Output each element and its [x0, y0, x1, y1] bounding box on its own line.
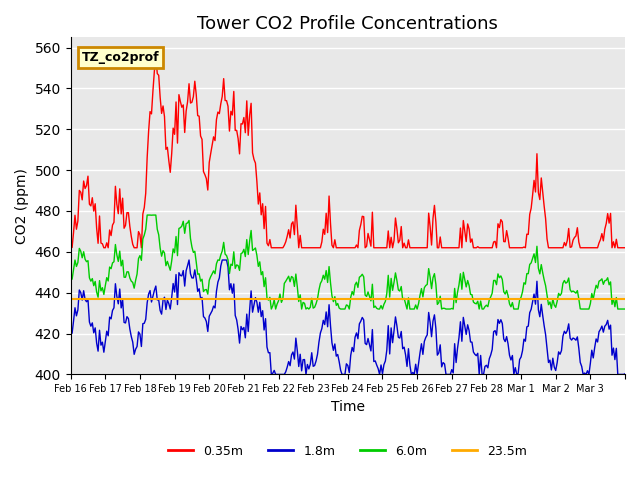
Legend: 0.35m, 1.8m, 6.0m, 23.5m: 0.35m, 1.8m, 6.0m, 23.5m — [163, 440, 532, 463]
Title: Tower CO2 Profile Concentrations: Tower CO2 Profile Concentrations — [197, 15, 499, 33]
X-axis label: Time: Time — [331, 400, 365, 414]
Y-axis label: CO2 (ppm): CO2 (ppm) — [15, 168, 29, 244]
Text: TZ_co2prof: TZ_co2prof — [82, 51, 159, 64]
